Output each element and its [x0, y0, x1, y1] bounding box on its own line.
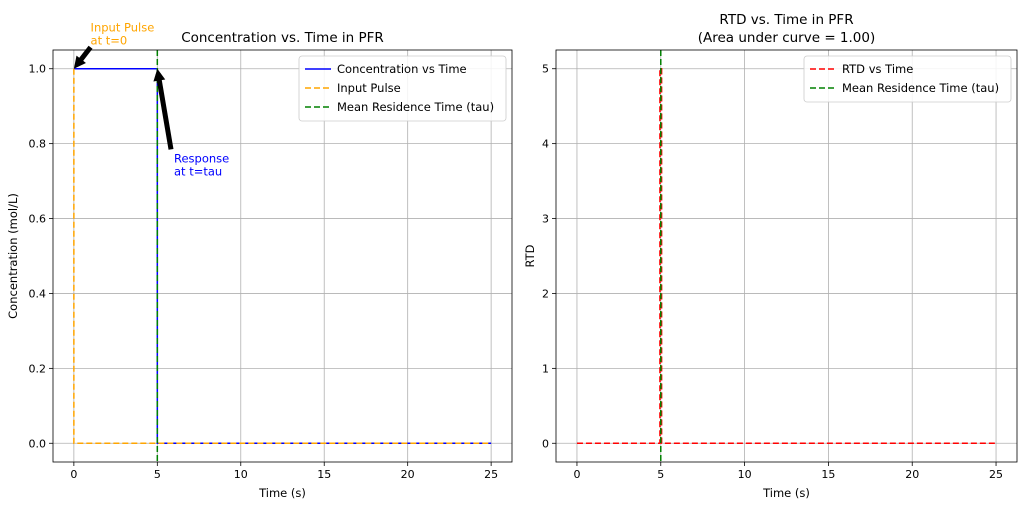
annotation-text: Response [174, 151, 229, 165]
legend-label: Input Pulse [337, 81, 401, 95]
series-line-1 [576, 67, 997, 445]
legend-label: Concentration vs Time [337, 62, 467, 76]
x-tick-label: 20 [905, 468, 919, 481]
y-tick-label: 4 [542, 138, 549, 151]
x-tick-label: 25 [989, 468, 1003, 481]
annotation-text: Input Pulse [91, 20, 155, 34]
y-tick-label: 1 [542, 362, 549, 375]
x-tick-label: 10 [234, 468, 248, 481]
y-tick-label: 0.4 [29, 287, 47, 300]
legend-label: Mean Residence Time (tau) [842, 81, 999, 95]
chart-subtitle: (Area under curve = 1.00) [698, 30, 876, 46]
y-tick-label: 2 [542, 287, 549, 300]
chart-panel-2: 0 5 10 15 20 25 0 1 2 3 4 5 RTD vs. Time in PFR (Area… [523, 12, 1018, 500]
plot-frame [555, 49, 1018, 463]
y-tick-label: 3 [542, 213, 549, 226]
x-tick-label: 5 [154, 468, 161, 481]
x-axis-label: Time (s) [258, 486, 306, 500]
y-tick-label: 0.0 [29, 437, 47, 450]
y-axis-label: RTD [523, 244, 537, 267]
series-line-1 [73, 67, 492, 445]
annotation-text: at t=0 [91, 33, 128, 47]
x-axis-label: Time (s) [762, 486, 810, 500]
legend: RTD vs Time Mean Residence Time (tau) [803, 55, 1012, 103]
legend-box [298, 55, 507, 122]
legend-label: Mean Residence Time (tau) [337, 100, 494, 114]
y-tick-label: 0.6 [29, 213, 47, 226]
legend-box [803, 55, 1012, 103]
annotation-arrow-head [73, 55, 86, 69]
x-tick-label: 0 [573, 468, 580, 481]
y-tick-label: 0.2 [29, 362, 47, 375]
chart-title: Concentration vs. Time in PFR [181, 30, 384, 46]
annotation-arrow-head [153, 68, 166, 82]
y-tick-label: 0.8 [29, 138, 47, 151]
x-tick-label: 15 [317, 468, 331, 481]
plot-frame [52, 49, 513, 463]
x-tick-label: 10 [738, 468, 752, 481]
chart-panel-1: 0 5 10 15 20 25 0.0 0.2 0.4 0.6 0.8 1.0 Concentratio… [6, 20, 513, 500]
x-tick-label: 20 [401, 468, 415, 481]
x-tick-label: 15 [821, 468, 835, 481]
x-tick-label: 0 [70, 468, 77, 481]
y-axis-label: Concentration (mol/L) [6, 193, 20, 319]
x-tick-label: 5 [657, 468, 664, 481]
x-tick-label: 25 [484, 468, 498, 481]
legend-label: RTD vs Time [842, 62, 913, 76]
chart-title: RTD vs. Time in PFR [719, 12, 853, 28]
y-tick-label: 5 [542, 63, 549, 76]
annotation-arrow-shaft [155, 73, 174, 150]
legend: Concentration vs Time Input Pulse Mean Res… [298, 55, 507, 122]
series-line-2 [73, 68, 492, 445]
y-tick-label: 1.0 [29, 63, 47, 76]
annotation-text: at t=tau [174, 164, 222, 178]
y-tick-label: 0 [542, 437, 549, 450]
